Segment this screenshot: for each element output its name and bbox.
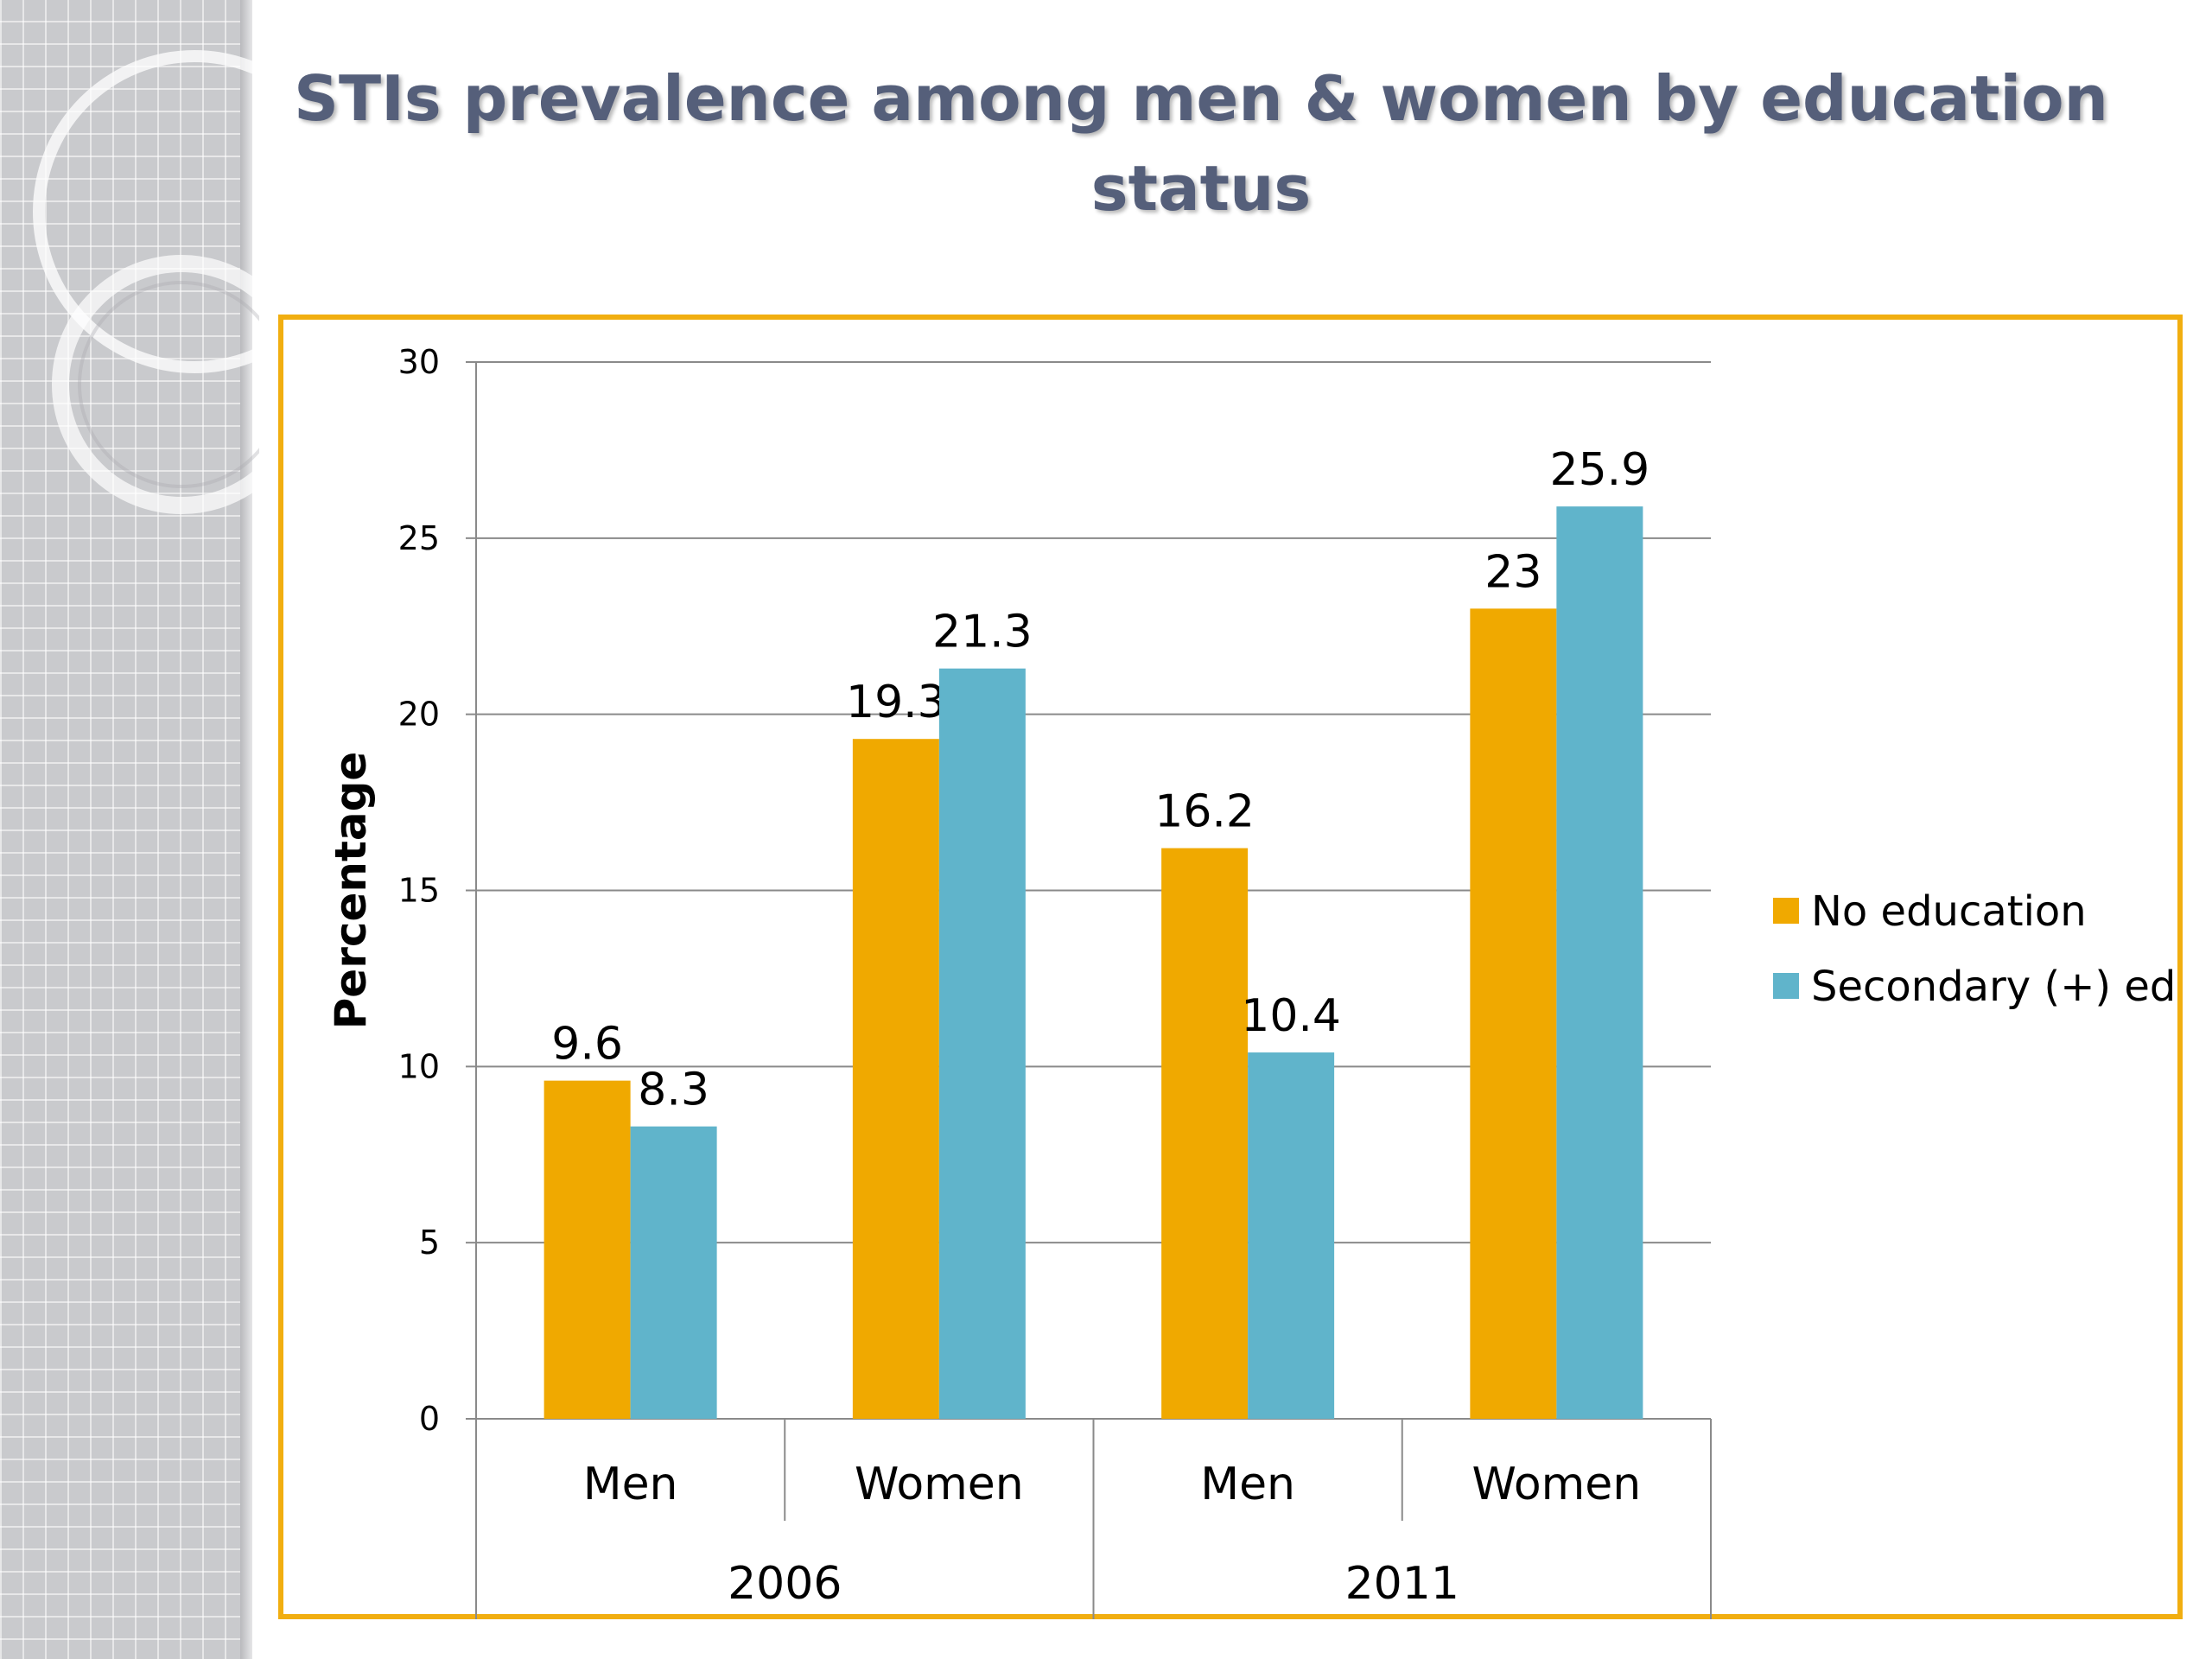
bar-chart: 0 5 10 15 20 25 30 9.6 8.3 Men 19.3 21.3 Women 16.2 10… (326, 343, 2176, 1619)
y-tick-label: 5 (419, 1224, 440, 1262)
y-tick-label: 0 (419, 1400, 440, 1438)
x-category-label: Men (1200, 1459, 1295, 1510)
decorative-rings (33, 50, 259, 514)
data-label: 21.3 (932, 607, 1033, 658)
x-group-label: 2011 (1345, 1558, 1459, 1610)
y-tick-label: 15 (398, 872, 440, 910)
y-tick-label: 10 (398, 1047, 440, 1085)
legend-swatch (1773, 898, 1799, 924)
chart-frame: 0 5 10 15 20 25 30 9.6 8.3 Men 19.3 21.3 Women 16.2 10… (278, 315, 2183, 1619)
x-category-label: Women (855, 1459, 1024, 1510)
bar (938, 668, 1026, 1419)
bar (543, 1080, 631, 1419)
decorative-ring-small-inner (78, 281, 259, 488)
data-label: 19.3 (846, 677, 946, 728)
data-label: 9.6 (551, 1019, 623, 1071)
data-label: 23 (1484, 546, 1541, 598)
y-tick-label: 20 (398, 696, 440, 734)
bar (1556, 506, 1643, 1419)
slide-sidebar-edge (240, 0, 252, 1659)
legend-swatch (1773, 973, 1799, 999)
decorative-ring-small (52, 255, 259, 514)
decorative-ring-large (33, 50, 259, 373)
bar (852, 739, 939, 1419)
legend-label: No education (1811, 887, 2087, 936)
slide-title: STIs prevalence among men & women by edu… (294, 62, 2108, 225)
x-category-label: Men (583, 1459, 678, 1510)
data-label: 25.9 (1549, 444, 1649, 496)
data-label: 16.2 (1154, 786, 1255, 838)
x-group-label: 2006 (728, 1558, 842, 1610)
bar (1470, 608, 1557, 1419)
y-tick-label: 30 (398, 343, 440, 381)
x-category-label: Women (1471, 1459, 1641, 1510)
bar (1248, 1052, 1335, 1419)
data-label: 10.4 (1241, 990, 1341, 1042)
data-label: 8.3 (638, 1065, 709, 1116)
legend-label: Secondary (+) ed (1811, 963, 2176, 1011)
y-tick-label: 25 (398, 519, 440, 557)
y-axis-title: Percentage (326, 752, 376, 1030)
bar (630, 1126, 717, 1419)
bar (1161, 848, 1249, 1419)
